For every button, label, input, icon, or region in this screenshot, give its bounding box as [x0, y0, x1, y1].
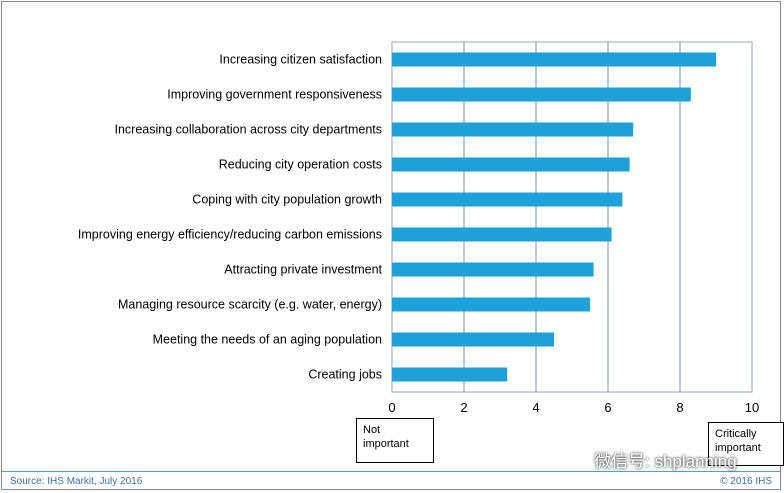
- x-tick-label: 2: [460, 400, 467, 415]
- x-tick-label: 10: [745, 400, 759, 415]
- category-label: Reducing city operation costs: [219, 158, 382, 172]
- bar: [392, 87, 691, 102]
- category-label: Meeting the needs of an aging population: [153, 333, 382, 347]
- source-note: Source: IHS Markit, July 2016: [10, 476, 143, 487]
- category-label: Increasing collaboration across city dep…: [115, 123, 383, 137]
- category-label: Attracting private investment: [224, 263, 382, 277]
- category-label: Increasing citizen satisfaction: [219, 53, 382, 67]
- critically-important-label-box: Critically important: [708, 422, 784, 466]
- category-label: Coping with city population growth: [192, 193, 382, 207]
- bar: [392, 52, 716, 67]
- category-label: Improving government responsiveness: [167, 88, 382, 102]
- category-label: Managing resource scarcity (e.g. water, …: [118, 298, 382, 312]
- bar: [392, 367, 508, 382]
- not-important-label: Not important: [363, 424, 409, 450]
- bar: [392, 227, 612, 242]
- bar-chart: Increasing citizen satisfaction Improving…: [78, 41, 759, 415]
- watermark: 微信号: shplanning: [558, 444, 737, 474]
- category-label: Creating jobs: [308, 368, 382, 382]
- bar: [392, 192, 623, 207]
- critically-important-label: Critically important: [715, 428, 761, 454]
- plot-area: [391, 41, 753, 393]
- bar: [392, 332, 554, 347]
- bar: [392, 157, 630, 172]
- copyright-note: © 2016 IHS: [720, 476, 772, 487]
- bar: [392, 297, 590, 312]
- x-tick-label: 4: [532, 400, 539, 415]
- bar: [392, 262, 594, 277]
- watermark-text: 微信号: shplanning: [594, 451, 737, 471]
- x-tick-label: 0: [388, 400, 395, 415]
- footer-divider: [2, 471, 780, 472]
- bar: [392, 122, 634, 137]
- x-tick-label: 6: [604, 400, 611, 415]
- not-important-label-box: Not important: [356, 418, 434, 463]
- x-tick-label: 8: [676, 400, 683, 415]
- category-label: Improving energy efficiency/reducing car…: [78, 228, 382, 242]
- wechat-icon: [558, 447, 588, 471]
